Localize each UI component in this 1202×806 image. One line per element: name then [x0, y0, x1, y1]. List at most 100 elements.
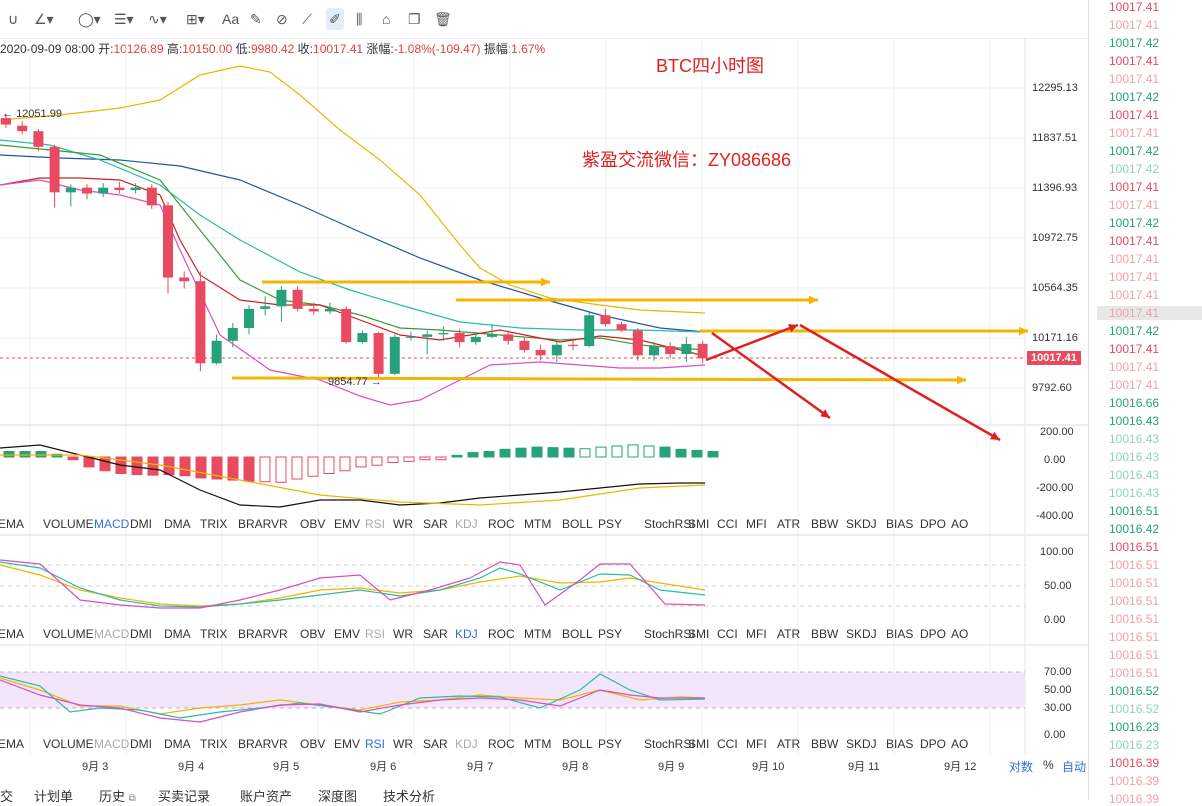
indicator-tab-atr[interactable]: ATR [777, 517, 801, 531]
indicator-tab-boll[interactable]: BOLL [562, 517, 593, 531]
indicator-tab-ao[interactable]: AO [951, 627, 969, 641]
indicator-tab-psy[interactable]: PSY [598, 627, 623, 641]
indicator-tab-rsi[interactable]: RSI [365, 627, 386, 641]
indicator-tab-dmi[interactable]: DMI [130, 627, 152, 641]
indicator-tab-stochrsi[interactable]: StochRSI [644, 737, 695, 751]
indicator-tab-brar[interactable]: BRAR [238, 517, 272, 531]
tab-trade-records[interactable]: 买卖记录 [158, 789, 211, 804]
indicator-tab-atr[interactable]: ATR [777, 737, 801, 751]
indicator-tab-kdj[interactable]: KDJ [455, 517, 478, 531]
indicator-tab-bbw[interactable]: BBW [811, 517, 839, 531]
tab-depth-chart[interactable]: 深度图 [318, 789, 358, 804]
indicator-tab-vr[interactable]: VR [271, 627, 288, 641]
indicator-tab-roc[interactable]: ROC [488, 737, 515, 751]
indicator-tab-mfi[interactable]: MFI [746, 737, 767, 751]
log-scale-toggle[interactable]: 对数 [1009, 760, 1034, 774]
indicator-tab-sar[interactable]: SAR [423, 737, 448, 751]
indicator-tab-bbw[interactable]: BBW [811, 627, 839, 641]
indicator-tab-bbw[interactable]: BBW [811, 737, 839, 751]
lock-icon[interactable]: ⌂ [382, 11, 391, 27]
ruler-icon[interactable]: ⟋ [302, 11, 312, 27]
indicator-tab-stochrsi[interactable]: StochRSI [644, 627, 695, 641]
indicator-tab-smi[interactable]: SMI [688, 627, 710, 641]
tab-plan-orders[interactable]: 计划单 [34, 789, 74, 804]
indicator-tab-ao[interactable]: AO [951, 517, 969, 531]
indicator-tab-rsi[interactable]: RSI [365, 517, 386, 531]
indicator-tab-roc[interactable]: ROC [488, 517, 515, 531]
indicator-tab-dpo[interactable]: DPO [920, 737, 947, 751]
indicator-tab-vr[interactable]: VR [271, 517, 288, 531]
indicator-scale-icon[interactable]: ⫼ [356, 11, 363, 27]
indicator-tab-emv[interactable]: EMV [334, 627, 361, 641]
indicator-tab-wr[interactable]: WR [393, 737, 413, 751]
indicator-tab-obv[interactable]: OBV [300, 627, 326, 641]
indicator-tab-psy[interactable]: PSY [598, 737, 623, 751]
indicator-tab-volume[interactable]: VOLUME [43, 627, 94, 641]
indicator-tab-emv[interactable]: EMV [334, 737, 361, 751]
indicator-tab-trix[interactable]: TRIX [200, 737, 228, 751]
indicator-tab-bias[interactable]: BIAS [886, 517, 914, 531]
chart-canvas[interactable] [0, 0, 1088, 786]
lines-dropdown-icon[interactable]: ☰▾ [114, 11, 134, 27]
indicator-tab-mfi[interactable]: MFI [746, 517, 767, 531]
indicator-tab-brar[interactable]: BRAR [238, 627, 272, 641]
indicator-tab-macd[interactable]: MACD [94, 737, 130, 751]
indicator-tab-wr[interactable]: WR [393, 517, 413, 531]
indicator-tab-dpo[interactable]: DPO [920, 627, 947, 641]
indicator-tab-skdj[interactable]: SKDJ [846, 627, 877, 641]
indicator-tab-smi[interactable]: SMI [688, 517, 710, 531]
indicator-tab-roc[interactable]: ROC [488, 627, 515, 641]
indicator-tab-mtm[interactable]: MTM [524, 517, 552, 531]
indicator-tab-boll[interactable]: BOLL [562, 627, 593, 641]
indicator-tab-cci[interactable]: CCI [717, 737, 738, 751]
tab-technical-analysis[interactable]: 技术分析 [383, 789, 436, 804]
indicator-tab-stochrsi[interactable]: StochRSI [644, 517, 695, 531]
indicator-tab-kdj[interactable]: KDJ [455, 737, 478, 751]
indicator-tab-ema[interactable]: EMA [0, 627, 25, 641]
indicator-tab-smi[interactable]: SMI [688, 737, 710, 751]
delete-icon[interactable]: 🗑 [434, 11, 452, 27]
indicator-tab-sar[interactable]: SAR [423, 517, 448, 531]
indicator-tab-atr[interactable]: ATR [777, 627, 801, 641]
copy-icon[interactable]: ❐ [408, 11, 421, 27]
indicator-tab-obv[interactable]: OBV [300, 517, 326, 531]
indicator-tab-dma[interactable]: DMA [164, 627, 191, 641]
ellipse-dropdown-icon[interactable]: ◯▾ [78, 11, 101, 27]
indicator-tab-bias[interactable]: BIAS [886, 627, 914, 641]
indicator-tab-kdj[interactable]: KDJ [455, 627, 478, 641]
indicator-tab-boll[interactable]: BOLL [562, 737, 593, 751]
text-tool-icon[interactable]: Aa [222, 11, 240, 27]
indicator-tab-rsi[interactable]: RSI [365, 737, 386, 751]
indicator-tab-obv[interactable]: OBV [300, 737, 326, 751]
indicator-tab-cci[interactable]: CCI [717, 517, 738, 531]
auto-scale-toggle[interactable]: 自动 [1062, 760, 1087, 774]
indicator-tab-trix[interactable]: TRIX [200, 517, 228, 531]
indicator-tab-ema[interactable]: EMA [0, 517, 25, 531]
indicator-tab-brar[interactable]: BRAR [238, 737, 272, 751]
polyline-dropdown-icon[interactable]: ∠▾ [34, 11, 54, 27]
pen-icon[interactable]: ✐ [326, 8, 344, 30]
indicator-tab-volume[interactable]: VOLUME [43, 517, 94, 531]
indicator-tab-cci[interactable]: CCI [717, 627, 738, 641]
tab-account-assets[interactable]: 账户资产 [240, 789, 293, 804]
indicator-tab-emv[interactable]: EMV [334, 517, 361, 531]
indicator-tab-macd[interactable]: MACD [94, 517, 130, 531]
indicator-tab-dma[interactable]: DMA [164, 517, 191, 531]
indicator-tab-mtm[interactable]: MTM [524, 627, 552, 641]
indicator-tab-macd[interactable]: MACD [94, 627, 130, 641]
tab-trade[interactable]: 交 [0, 789, 14, 804]
indicator-tab-dmi[interactable]: DMI [130, 517, 152, 531]
indicator-tab-dpo[interactable]: DPO [920, 517, 947, 531]
measure-dropdown-icon[interactable]: ⊞▾ [186, 11, 205, 27]
indicator-tab-skdj[interactable]: SKDJ [846, 517, 877, 531]
indicator-tab-dmi[interactable]: DMI [130, 737, 152, 751]
indicator-tab-mfi[interactable]: MFI [746, 627, 767, 641]
indicator-tab-sar[interactable]: SAR [423, 627, 448, 641]
indicator-tab-vr[interactable]: VR [271, 737, 288, 751]
indicator-tab-ema[interactable]: EMA [0, 737, 25, 751]
indicator-tab-dma[interactable]: DMA [164, 737, 191, 751]
indicator-tab-mtm[interactable]: MTM [524, 737, 552, 751]
indicator-tab-psy[interactable]: PSY [598, 517, 623, 531]
tab-history[interactable]: 历史 ⧉ [99, 789, 136, 804]
curve-icon[interactable]: ∪ [8, 11, 19, 27]
